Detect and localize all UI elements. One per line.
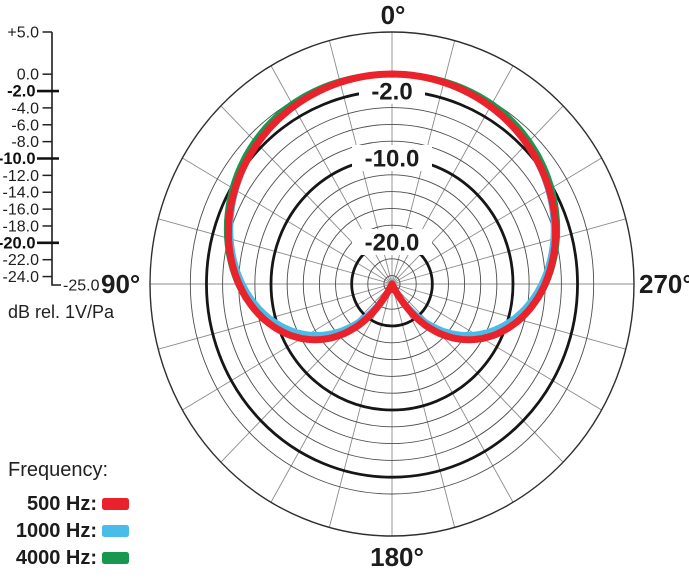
scale-tick-label: -20.0 <box>0 234 36 252</box>
angle-label-0: 0° <box>381 0 406 30</box>
legend-swatch-4000hz <box>102 552 129 564</box>
scale-unit-label: dB rel. 1V/Pa <box>8 302 115 322</box>
db-scale: +5.00.0-2.0-4.0-6.0-8.0-10.0-12.0-14.0-1… <box>0 25 61 286</box>
legend: Frequency: 500 Hz: 1000 Hz: 4000 Hz: <box>8 459 129 569</box>
scale-tick-label: -12.0 <box>3 168 40 185</box>
ring-label-mask <box>352 229 432 255</box>
scale-tick-label: -14.0 <box>3 185 40 202</box>
scale-end-label: -25.0 <box>63 278 100 295</box>
angle-label-180: 180° <box>370 542 424 572</box>
scale-tick-label: +5.0 <box>7 25 39 42</box>
scale-tick-label: 0.0 <box>17 67 39 84</box>
grid-ring <box>335 224 449 344</box>
scale-tick-label: -2.0 <box>7 83 35 101</box>
scale-tick-label: -16.0 <box>3 202 40 219</box>
grid-outer-ring <box>149 31 635 537</box>
angle-label-270: 270° <box>639 269 689 299</box>
scale-tick-label: -8.0 <box>11 134 39 151</box>
scale-axis-line <box>51 32 61 286</box>
ring-label-mask <box>352 145 432 171</box>
scale-tick-label: -22.0 <box>3 252 40 269</box>
ring-label: -10.0 <box>365 146 420 173</box>
grid-ring <box>302 191 482 377</box>
grid-ring <box>383 275 401 293</box>
ring-labels: -2.0 -10.0 -20.0 <box>352 77 432 257</box>
grid-ring <box>286 174 498 394</box>
ring-label: -20.0 <box>365 230 420 257</box>
legend-item-label-1000hz: 1000 Hz: <box>16 520 97 542</box>
scale-tick-label: -10.0 <box>0 150 36 168</box>
grid-ring <box>254 140 530 428</box>
scale-tick-label: -24.0 <box>3 269 40 286</box>
scale-tick-label: -18.0 <box>3 218 40 235</box>
angle-label-90: 90° <box>101 269 140 299</box>
scale-tick-label: -4.0 <box>11 100 39 117</box>
legend-item-label-4000hz: 4000 Hz: <box>16 547 97 569</box>
grid-ring <box>222 107 562 461</box>
legend-swatch-1000hz <box>102 525 129 537</box>
grid-ring <box>318 207 466 361</box>
legend-swatch-500hz <box>102 498 129 510</box>
ring-label-mask <box>359 77 425 104</box>
ring-label: -2.0 <box>371 78 412 105</box>
legend-title: Frequency: <box>8 459 108 481</box>
legend-item-label-500hz: 500 Hz: <box>27 493 97 515</box>
scale-tick-label: -6.0 <box>11 117 39 134</box>
series-curves <box>223 70 561 344</box>
grid-ring <box>367 258 417 310</box>
series-curve-500-hz <box>224 70 560 344</box>
